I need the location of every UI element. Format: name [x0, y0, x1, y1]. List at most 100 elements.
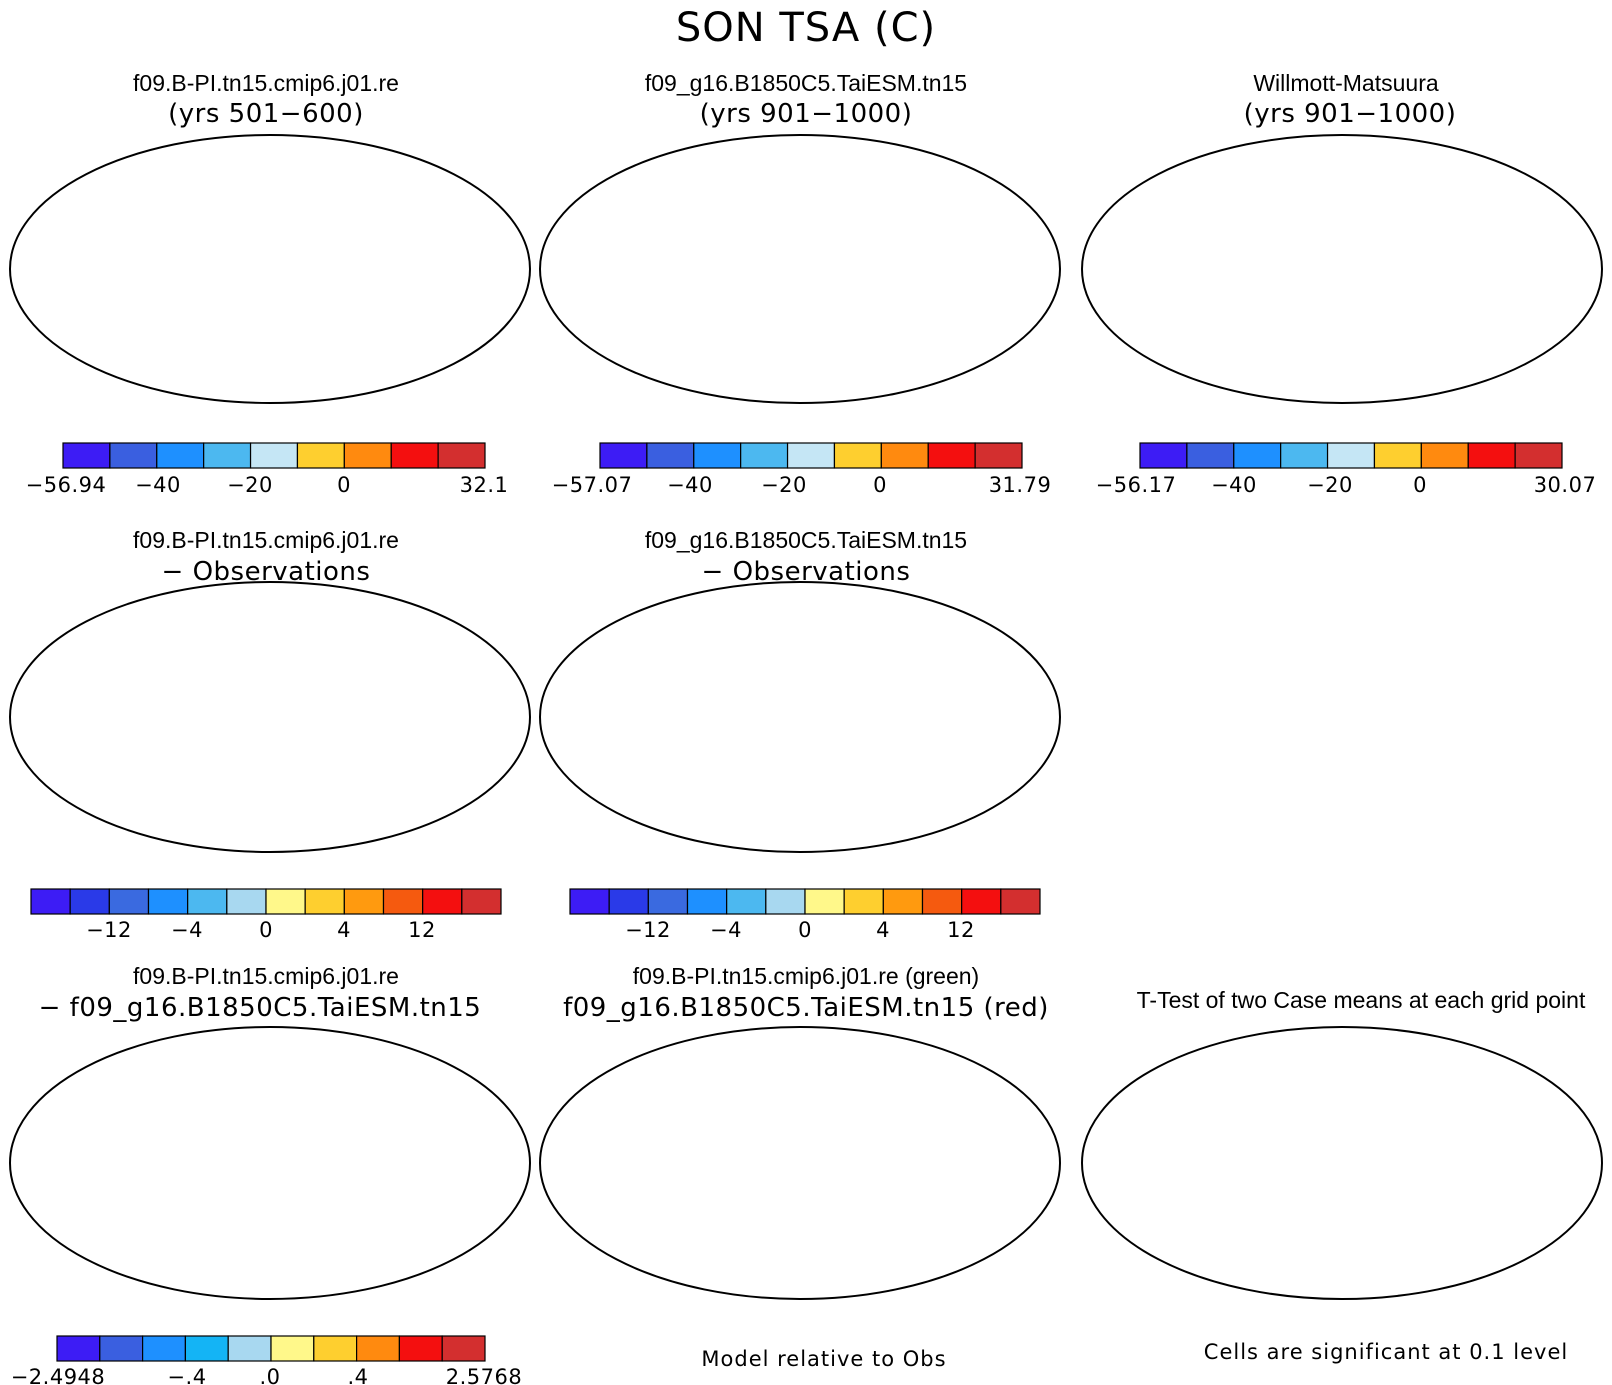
tick-label: −56.94: [26, 473, 107, 497]
tick-label: .4: [347, 1365, 368, 1385]
panel-note: Cells are significant at 0.1 level: [1204, 1340, 1568, 1364]
colorbar-box: [1233, 442, 1282, 469]
colorbar-box: [1514, 442, 1563, 469]
colorbar-box: [833, 442, 882, 469]
tick-label: −40: [135, 473, 181, 497]
figure-title: SON TSA (C): [676, 5, 936, 51]
map-panel: [539, 134, 1061, 404]
tick-label: 0: [259, 918, 273, 942]
map-border: [539, 581, 1061, 853]
panel-title: f09.B-PI.tn15.cmip6.j01.re: [133, 527, 399, 553]
colorbar-box: [646, 442, 695, 469]
tick-label: 4: [876, 918, 890, 942]
tick-label: −20: [761, 473, 807, 497]
colorbar-box: [69, 888, 110, 915]
panel-title: Willmott-Matsuura: [1253, 70, 1439, 96]
map-border: [9, 581, 531, 853]
colorbar-box: [270, 1335, 315, 1362]
panel-title: f09_g16.B1850C5.TaiESM.tn15: [645, 527, 967, 553]
tick-label: −12: [625, 918, 671, 942]
colorbar-box: [599, 442, 648, 469]
colorbar-box: [726, 888, 767, 915]
tick-label: −56.17: [1096, 473, 1177, 497]
colorbar-box: [686, 888, 728, 915]
map-panel: [539, 1026, 1061, 1300]
colorbar-box: [142, 1335, 187, 1362]
map-ocean: [10, 1027, 530, 1299]
tick-label: .0: [259, 1365, 280, 1385]
colorbar-box: [1420, 442, 1469, 469]
colorbar-box: [265, 888, 306, 915]
colorbar-box: [927, 442, 976, 469]
map-border: [9, 1026, 531, 1300]
colorbar-box: [961, 888, 1002, 915]
panel-subtitle: f09_g16.B1850C5.TaiESM.tn15 (red): [563, 993, 1049, 1023]
colorbar-box: [313, 1335, 358, 1362]
panel-title: T-Test of two Case means at each grid po…: [1137, 987, 1586, 1013]
panel-subtitle: − Observations: [162, 557, 371, 587]
colorbar-box: [227, 1335, 272, 1362]
colorbar: [599, 442, 1023, 469]
colorbar-box: [693, 442, 742, 469]
tick-label: −2.4948: [11, 1365, 106, 1385]
panel-title: f09.B-PI.tn15.cmip6.j01.re: [133, 963, 399, 989]
map-border: [539, 134, 1061, 404]
map-border: [1081, 1026, 1603, 1300]
map-panel: [1081, 1026, 1603, 1300]
colorbar-box: [398, 1335, 443, 1362]
colorbar-box: [422, 888, 463, 915]
map-panel: [9, 581, 531, 853]
tick-label: −4: [710, 918, 742, 942]
tick-label: 30.07: [1534, 473, 1597, 497]
colorbar-box: [249, 442, 299, 469]
panel-subtitle: − f09_g16.B1850C5.TaiESM.tn15: [39, 993, 482, 1023]
panel-title: f09.B-PI.tn15.cmip6.j01.re: [133, 70, 399, 96]
colorbar-box: [226, 888, 267, 915]
map-border: [539, 1026, 1061, 1300]
colorbar-box: [843, 888, 884, 915]
map-ocean: [10, 135, 530, 403]
map-panel: [9, 134, 531, 404]
colorbar-box: [1326, 442, 1376, 469]
colorbar-box: [437, 442, 486, 469]
colorbar-box: [1186, 442, 1235, 469]
tick-label: −40: [667, 473, 713, 497]
colorbar-box: [108, 888, 150, 915]
panel-subtitle: (yrs 501−600): [168, 99, 364, 129]
colorbar-box: [882, 888, 924, 915]
tick-label: −20: [227, 473, 273, 497]
tick-label: −20: [1307, 473, 1353, 497]
map-panel: [9, 1026, 531, 1300]
map-panel: [1081, 134, 1603, 404]
tick-label: 12: [947, 918, 975, 942]
colorbar-box: [804, 888, 845, 915]
panel-title: f09.B-PI.tn15.cmip6.j01.re (green): [633, 963, 979, 989]
colorbar-box: [1280, 442, 1329, 469]
colorbar-box: [1000, 888, 1041, 915]
map-ocean: [1082, 1027, 1602, 1299]
colorbar-box: [304, 888, 345, 915]
colorbar-box: [608, 888, 649, 915]
colorbar: [1139, 442, 1563, 469]
tick-label: 2.5768: [446, 1365, 522, 1385]
map-border: [1081, 134, 1603, 404]
tick-label: −57.07: [552, 473, 633, 497]
colorbar-box: [569, 888, 610, 915]
colorbar-box: [99, 1335, 144, 1362]
colorbar: [30, 888, 502, 915]
colorbar-box: [382, 888, 424, 915]
map-panel: [539, 581, 1061, 853]
colorbar-box: [1139, 442, 1188, 469]
panel-subtitle: (yrs 901−1000): [700, 99, 913, 129]
panels-layer: [9, 134, 1603, 1362]
colorbar-box: [109, 442, 158, 469]
colorbar-box: [974, 442, 1023, 469]
panel-subtitle: (yrs 901−1000): [1244, 99, 1457, 129]
map-ocean: [1082, 135, 1602, 403]
map-ocean: [540, 582, 1060, 852]
colorbar-box: [441, 1335, 486, 1362]
tick-label: −.4: [167, 1365, 206, 1385]
colorbar-box: [390, 442, 439, 469]
colorbar-box: [184, 1335, 229, 1362]
